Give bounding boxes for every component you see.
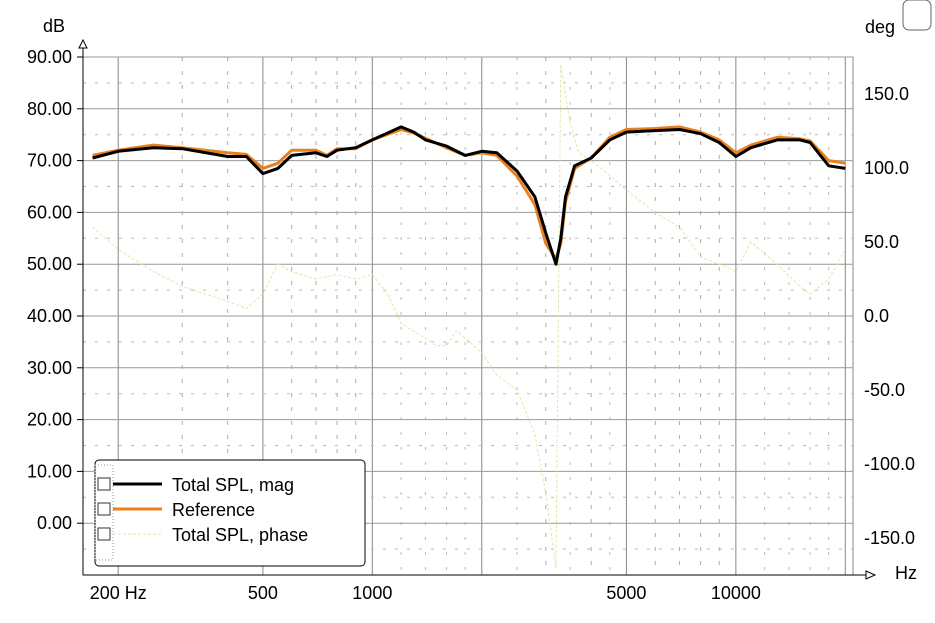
x-tick-label: 5000 — [606, 583, 646, 603]
y-tick-label: 60.00 — [27, 202, 72, 222]
series-line-phase — [92, 63, 846, 569]
y-tick-label: 50.00 — [27, 254, 72, 274]
legend: Total SPL, mag Reference Total SPL, phas… — [94, 459, 366, 567]
y-tick-label: 70.00 — [27, 151, 72, 171]
legend-checkbox-mag[interactable] — [97, 477, 111, 491]
y-tick-label: 0.00 — [37, 513, 72, 533]
y2-tick-label: -100.0 — [864, 454, 915, 474]
y2-tick-label: 0.0 — [864, 306, 889, 326]
y2-tick-label: -50.0 — [864, 380, 905, 400]
y-axis-arrow-icon — [78, 38, 88, 49]
x-axis-arrow-icon — [865, 570, 877, 580]
legend-label-phase: Total SPL, phase — [172, 525, 308, 545]
axes: 90.00 80.00 70.00 60.00 50.00 40.00 30.00 20.00… — [27, 16, 917, 603]
x-axis-unit-label: Hz — [895, 563, 917, 583]
series-line-mag — [92, 125, 846, 266]
y-tick-label: 20.00 — [27, 410, 72, 430]
y2-axis-unit-label: deg — [865, 17, 895, 37]
y2-tick-label: 50.0 — [864, 232, 899, 252]
legend-label-reference: Reference — [172, 500, 255, 520]
y-tick-label: 40.00 — [27, 306, 72, 326]
legend-checkbox-reference[interactable] — [97, 502, 111, 516]
y-tick-label: 90.00 — [27, 47, 72, 67]
y2-tick-label: -150.0 — [864, 528, 915, 548]
y-tick-label: 10.00 — [27, 461, 72, 481]
x-tick-label: 10000 — [711, 583, 761, 603]
y-tick-label: 80.00 — [27, 99, 72, 119]
legend-checkbox-strip — [94, 464, 114, 561]
y-tick-label: 30.00 — [27, 358, 72, 378]
y-axis-unit-label: dB — [43, 16, 65, 36]
y2-tick-label: 150.0 — [864, 84, 909, 104]
series-line-reference — [92, 125, 846, 261]
corner-button[interactable] — [902, 0, 932, 31]
x-tick-label: 1000 — [352, 583, 392, 603]
legend-label-mag: Total SPL, mag — [172, 475, 294, 495]
x-tick-label: 200 Hz — [90, 583, 147, 603]
curves — [92, 63, 846, 569]
y2-tick-label: 100.0 — [864, 158, 909, 178]
x-tick-label: 500 — [248, 583, 278, 603]
legend-checkbox-phase[interactable] — [97, 527, 111, 541]
